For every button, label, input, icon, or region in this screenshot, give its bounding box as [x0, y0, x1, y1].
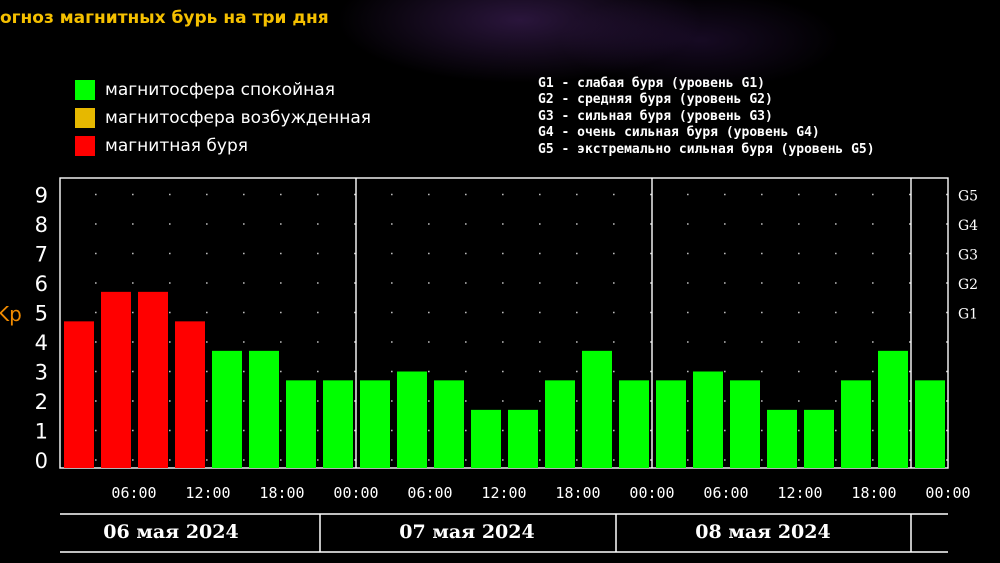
y-tick-label: 9	[35, 184, 48, 208]
color-legend: магнитосфера спокойная магнитосфера возб…	[75, 76, 371, 160]
day-label: 08 мая 2024	[695, 521, 830, 543]
g-level-tick: G3	[958, 248, 978, 264]
legend-swatch-calm	[75, 80, 95, 100]
kp-bar	[101, 291, 131, 468]
legend-label-storm: магнитная буря	[105, 136, 248, 156]
background-glow	[0, 0, 1000, 180]
page-title: огноз магнитных бурь на три дня	[0, 8, 329, 28]
y-tick-label: 6	[35, 272, 48, 296]
kp-bar	[878, 350, 908, 468]
storm-level-list: G1 - слабая буря (уровень G1) G2 - средн…	[538, 76, 875, 158]
x-tick-label: 12:00	[777, 484, 822, 502]
storm-level-g1: G1 - слабая буря (уровень G1)	[538, 76, 765, 91]
legend-label-excited: магнитосфера возбужденная	[105, 108, 371, 128]
kp-bar	[175, 321, 205, 468]
kp-bar	[138, 291, 168, 468]
legend-item-calm: магнитосфера спокойная	[75, 76, 371, 104]
y-tick-label: 8	[35, 213, 48, 237]
y-tick-label: 4	[35, 331, 48, 355]
kp-bar	[693, 371, 723, 468]
x-tick-label: 18:00	[555, 484, 600, 502]
kp-bar	[582, 350, 612, 468]
y-tick-label: 7	[35, 243, 48, 267]
y-tick-label: 5	[35, 302, 48, 326]
y-tick-label: 1	[35, 420, 48, 444]
day-label: 07 мая 2024	[399, 521, 534, 543]
kp-bar	[434, 380, 464, 468]
x-tick-label: 06:00	[703, 484, 748, 502]
storm-level-g2: G2 - средняя буря (уровень G2)	[538, 92, 773, 108]
y-tick-label: 0	[35, 449, 48, 473]
legend-item-excited: магнитосфера возбужденная	[75, 104, 371, 132]
g-level-tick: G2	[958, 277, 978, 293]
kp-bar	[360, 380, 390, 468]
y-tick-label: 3	[35, 361, 48, 385]
legend-label-calm: магнитосфера спокойная	[105, 80, 335, 100]
storm-level-g4: G4 - очень сильная буря (уровень G4)	[538, 125, 820, 141]
kp-bar	[545, 380, 575, 468]
x-tick-label: 06:00	[407, 484, 452, 502]
chart-frame	[59, 177, 949, 469]
x-tick-label: 12:00	[185, 484, 230, 502]
g-level-tick: G4	[958, 218, 978, 234]
y-tick-label: 2	[35, 390, 48, 414]
kp-bar	[619, 380, 649, 468]
y-axis-label: Kp	[0, 302, 22, 326]
kp-bar	[730, 380, 760, 468]
x-tick-label: 00:00	[629, 484, 674, 502]
x-tick-label: 18:00	[851, 484, 896, 502]
kp-bar	[471, 409, 501, 468]
legend-swatch-excited	[75, 108, 95, 128]
x-tick-label: 00:00	[333, 484, 378, 502]
kp-bar	[286, 380, 316, 468]
x-tick-label: 00:00	[925, 484, 970, 502]
storm-level-g5: G5 - экстремально сильная буря (уровень …	[538, 141, 875, 157]
kp-bar	[656, 380, 686, 468]
g-level-tick: G5	[958, 189, 978, 205]
legend-swatch-storm	[75, 136, 95, 156]
kp-bar	[64, 321, 94, 468]
kp-bar	[767, 409, 797, 468]
kp-bar	[508, 409, 538, 468]
kp-bar	[212, 350, 242, 468]
kp-bar	[915, 380, 945, 468]
kp-bar	[249, 350, 279, 468]
x-tick-label: 06:00	[111, 484, 156, 502]
x-tick-label: 18:00	[259, 484, 304, 502]
day-label: 06 мая 2024	[103, 521, 238, 543]
legend-item-storm: магнитная буря	[75, 132, 371, 160]
g-level-tick: G1	[958, 307, 978, 323]
kp-bar	[323, 380, 353, 468]
kp-bar	[397, 371, 427, 468]
storm-level-g3: G3 - сильная буря (уровень G3)	[538, 108, 773, 124]
x-tick-label: 12:00	[481, 484, 526, 502]
kp-bar	[841, 380, 871, 468]
kp-bar	[804, 409, 834, 468]
